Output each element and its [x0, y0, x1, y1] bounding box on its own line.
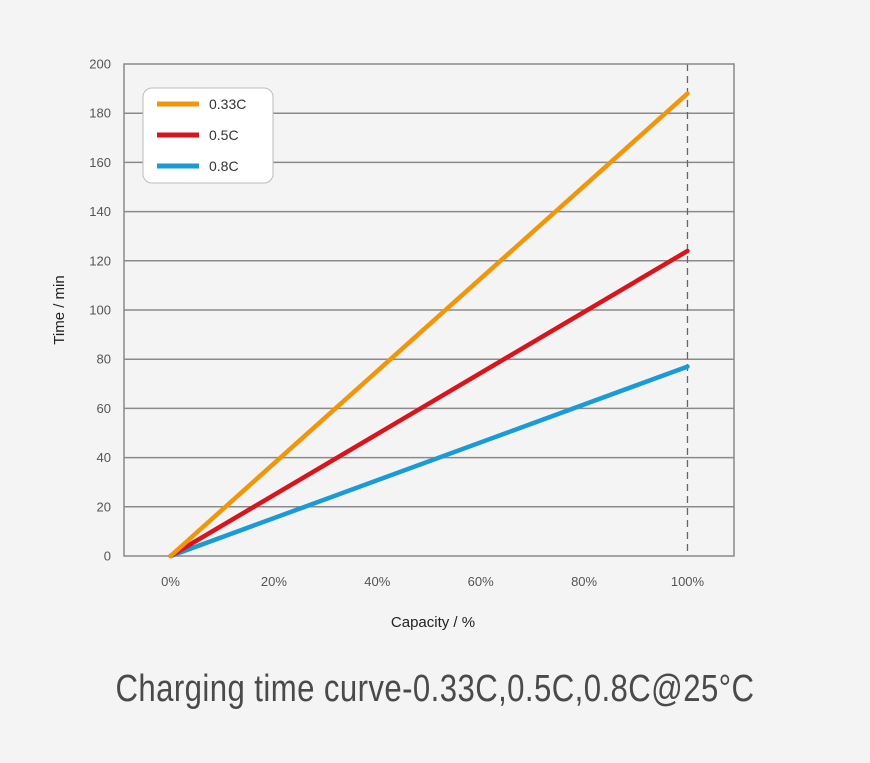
series-line-0.33C [168, 91, 690, 559]
y-tick-label: 140 [89, 204, 111, 219]
series-lines [168, 91, 690, 559]
y-axis-title: Time / min [51, 275, 68, 344]
legend-label: 0.33C [209, 96, 246, 112]
y-tick-labels: 0 20 40 60 80 100 120 140 160 180 200 [89, 57, 111, 564]
x-tick-label: 40% [364, 574, 390, 589]
x-tick-label: 80% [571, 574, 597, 589]
x-axis-title: Capacity / % [391, 614, 475, 631]
y-tick-label: 20 [97, 499, 111, 514]
y-tick-label: 180 [89, 106, 111, 121]
legend-label: 0.5C [209, 127, 239, 143]
y-tick-label: 40 [97, 450, 111, 465]
legend-label: 0.8C [209, 158, 239, 174]
y-tick-label: 80 [97, 352, 111, 367]
x-tick-label: 60% [468, 574, 494, 589]
plot-frame [123, 63, 735, 557]
y-tick-label: 120 [89, 253, 111, 268]
series-line-0.8C [168, 364, 690, 559]
x-tick-label: 0% [161, 574, 180, 589]
y-tick-label: 0 [104, 549, 111, 564]
y-tick-label: 200 [89, 57, 111, 72]
x-tick-label: 20% [261, 574, 287, 589]
legend-box [142, 87, 274, 184]
y-tick-label: 100 [89, 303, 111, 318]
chart-title: Charging time curve-0.33C,0.5C,0.8C@25°C [115, 668, 755, 710]
x-tick-labels: 0% 20% 40% 60% 80% 100% [161, 574, 704, 589]
legend: 0.33C 0.5C 0.8C [142, 87, 274, 184]
y-tick-label: 60 [97, 401, 111, 416]
grid-lines [124, 112, 734, 508]
series-line-0.5C [168, 248, 690, 559]
y-tick-label: 160 [89, 155, 111, 170]
x-tick-label: 100% [671, 574, 705, 589]
